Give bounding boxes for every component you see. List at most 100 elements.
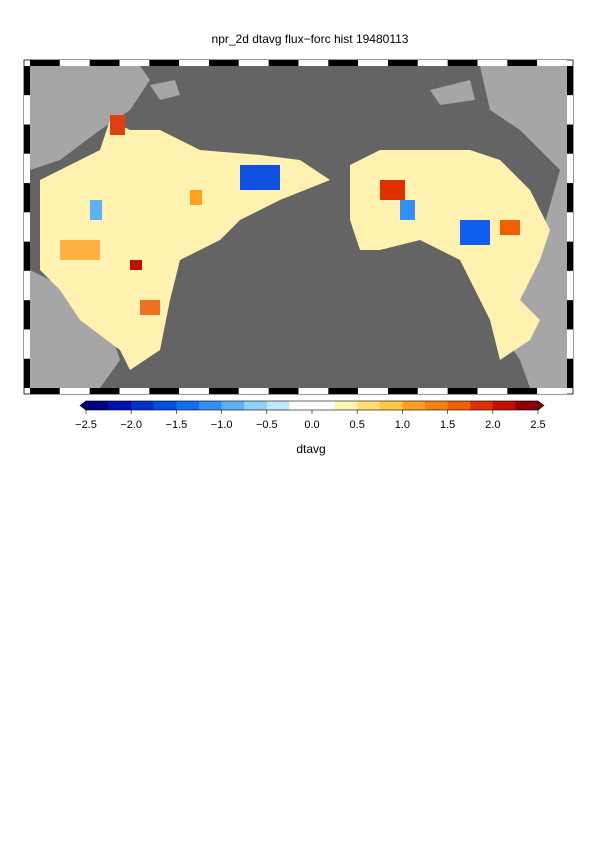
colorbar-arrow	[537, 400, 545, 411]
colorbar-segment	[379, 401, 403, 410]
field	[40, 115, 550, 370]
land-asia-south	[30, 270, 120, 388]
field-patch	[460, 220, 490, 245]
frame-check	[24, 153, 30, 184]
frame-check	[268, 388, 299, 394]
frame-check	[119, 388, 150, 394]
frame-check	[537, 388, 567, 394]
colorbar-segment	[153, 401, 177, 410]
colorbar-tick-label: −2.0	[120, 419, 142, 431]
frame-check	[477, 60, 508, 66]
land	[30, 66, 567, 388]
frame-check	[24, 358, 30, 388]
frame-check	[567, 212, 573, 242]
colorbar-tick-label: −2.5	[75, 419, 97, 431]
colorbar-segment	[108, 401, 132, 410]
colorbar-segment	[425, 401, 448, 410]
frame-check	[567, 270, 573, 301]
frame-check	[30, 388, 60, 394]
frame-check	[24, 183, 30, 213]
field-patch	[190, 190, 202, 205]
frame-check	[238, 388, 269, 394]
frame-check	[59, 388, 90, 394]
frame-check	[417, 60, 448, 66]
colorbar-segment	[357, 401, 381, 410]
field-patch	[130, 260, 142, 270]
frame-check	[209, 60, 239, 66]
frame-check	[59, 60, 90, 66]
colorbar-segment	[470, 401, 494, 410]
frame-check	[388, 388, 418, 394]
frame-check	[238, 60, 269, 66]
frame-check	[89, 388, 120, 394]
frame-check	[328, 60, 359, 66]
field-patch	[380, 180, 405, 200]
frame-check	[417, 388, 448, 394]
colorbar-tick-label: 0.0	[304, 419, 319, 431]
colorbar-segment	[176, 401, 200, 410]
frame-check	[24, 241, 30, 271]
field-patch	[90, 200, 102, 220]
frame-check	[567, 329, 573, 359]
frame-check	[477, 388, 508, 394]
colorbar-segment	[86, 401, 109, 410]
frame-check	[24, 270, 30, 301]
colorbar-segment	[266, 401, 290, 410]
colorbar-segment	[492, 401, 516, 410]
frame-check	[507, 60, 538, 66]
frame-check	[567, 300, 573, 330]
frame-check	[328, 388, 359, 394]
field-patch	[140, 300, 160, 315]
frame-check	[567, 66, 573, 96]
frame-check	[24, 124, 30, 154]
frame-check	[567, 241, 573, 271]
frame-check	[298, 388, 329, 394]
land-island	[430, 80, 475, 105]
colorbar-tick-label: −1.5	[166, 419, 188, 431]
frame-check	[89, 60, 120, 66]
frame-check	[119, 60, 150, 66]
colorbar-tick-label: 1.0	[395, 419, 410, 431]
frame-check	[567, 153, 573, 184]
frame-check	[447, 60, 478, 66]
field-patch	[500, 220, 520, 235]
field-patch	[240, 165, 280, 190]
colorbar-tick-label: 1.5	[440, 419, 455, 431]
colorbar-tick-label: −0.5	[256, 419, 278, 431]
colorbar-arrow	[79, 400, 87, 411]
frame-check	[149, 60, 180, 66]
field-patch	[400, 200, 415, 220]
frame-check	[567, 124, 573, 154]
colorbar-segment	[289, 401, 313, 410]
colorbar-segment	[402, 401, 426, 410]
colorbar-segment	[221, 401, 245, 410]
frame-check	[537, 60, 567, 66]
colorbar-segment	[312, 401, 335, 410]
frame-check	[567, 95, 573, 125]
field-patch	[110, 115, 125, 135]
frame-check	[358, 60, 388, 66]
frame-check	[567, 358, 573, 388]
frame-check	[179, 60, 209, 66]
colorbar-tick-label: 2.5	[530, 419, 545, 431]
land-island	[150, 80, 180, 100]
frame-check	[268, 60, 299, 66]
frame-check	[388, 60, 418, 66]
land-arctic-west	[30, 66, 150, 170]
frame-check	[30, 60, 60, 66]
colorbar-tick-label: 0.5	[350, 419, 365, 431]
frame-check	[149, 388, 180, 394]
frame-check	[24, 66, 30, 96]
colorbar-segment	[515, 401, 539, 410]
colorbar-segment	[447, 401, 471, 410]
colorbar-tick-label: −1.0	[211, 419, 233, 431]
colorbar-segment	[131, 401, 155, 410]
frame-check	[24, 329, 30, 359]
frame-check	[24, 95, 30, 125]
colorbar-tick-label: 2.0	[485, 419, 500, 431]
field-patch	[60, 240, 100, 260]
frame-check	[179, 388, 209, 394]
frame-check	[24, 212, 30, 242]
frame-check	[447, 388, 478, 394]
